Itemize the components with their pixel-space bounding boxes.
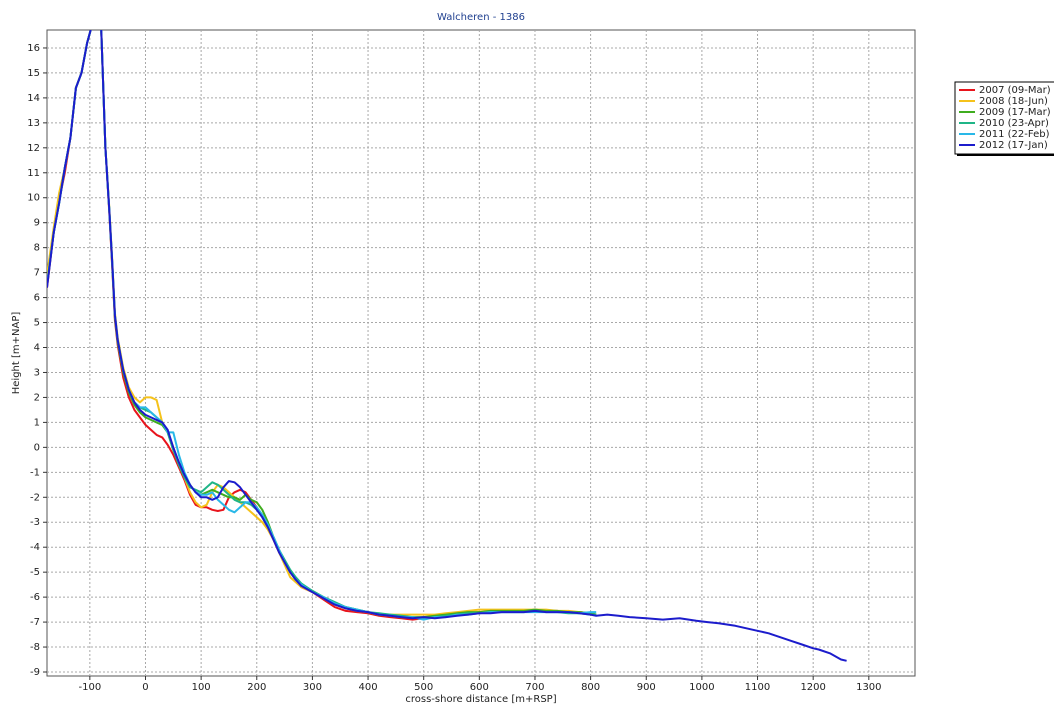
x-tick-label: 800 xyxy=(581,682,600,693)
y-tick-label: -8 xyxy=(30,642,40,653)
y-tick-label: -2 xyxy=(30,492,40,503)
y-tick-label: 14 xyxy=(27,93,40,104)
x-tick-label: 1000 xyxy=(689,682,714,693)
x-axis-label: cross-shore distance [m+RSP] xyxy=(405,694,556,705)
x-tick-label: 200 xyxy=(247,682,266,693)
legend-label: 2007 (09-Mar) xyxy=(979,85,1051,96)
y-tick-label: 4 xyxy=(34,343,40,354)
x-tick-label: 1300 xyxy=(856,682,881,693)
y-tick-label: 1 xyxy=(34,417,40,428)
y-tick-label: -3 xyxy=(30,517,40,528)
y-tick-label: 5 xyxy=(34,318,40,329)
x-tick-label: 900 xyxy=(637,682,656,693)
y-tick-label: -6 xyxy=(30,592,40,603)
series-line xyxy=(47,30,847,662)
y-tick-label: 13 xyxy=(27,118,40,129)
y-tick-label: -9 xyxy=(30,667,40,678)
y-tick-label: -4 xyxy=(30,542,40,553)
x-tick-label: 1200 xyxy=(800,682,825,693)
y-tick-label: 8 xyxy=(34,243,40,254)
chart-title: Walcheren - 1386 xyxy=(437,12,525,23)
x-tick-label: 1100 xyxy=(745,682,770,693)
legend-label: 2010 (23-Apr) xyxy=(979,118,1049,129)
y-tick-label: 9 xyxy=(34,218,40,229)
y-tick-label: 15 xyxy=(27,68,40,79)
grid: -100 0 100 200 300 400 500 600 700 800 900 1000 1100… xyxy=(27,30,915,693)
x-tick-label: 400 xyxy=(359,682,378,693)
legend-label: 2011 (22-Feb) xyxy=(979,129,1050,140)
legend: 2007 (09-Mar)2008 (18-Jun)2009 (17-Mar)2… xyxy=(954,81,1054,156)
y-tick-label: 12 xyxy=(27,143,40,154)
x-tick-label: 100 xyxy=(192,682,211,693)
x-tick-label: 500 xyxy=(414,682,433,693)
plot-area xyxy=(46,29,916,677)
y-tick-label: 10 xyxy=(27,193,40,204)
legend-label: 2008 (18-Jun) xyxy=(979,96,1048,107)
y-tick-label: 0 xyxy=(34,442,40,453)
x-tick-label: 0 xyxy=(142,682,148,693)
y-tick-label: -1 xyxy=(30,467,40,478)
y-tick-label: 11 xyxy=(27,168,40,179)
y-axis-label: Height [m+NAP] xyxy=(11,312,22,395)
y-tick-label: 16 xyxy=(27,43,40,54)
y-tick-label: 7 xyxy=(34,268,40,279)
y-tick-label: 3 xyxy=(34,367,40,378)
series-lines xyxy=(47,30,847,662)
legend-label: 2009 (17-Mar) xyxy=(979,107,1051,118)
x-tick-label: 300 xyxy=(303,682,322,693)
x-tick-label: 600 xyxy=(470,682,489,693)
legend-label: 2012 (17-Jan) xyxy=(979,140,1048,151)
y-tick-label: 2 xyxy=(34,392,40,403)
y-tick-label: -5 xyxy=(30,567,40,578)
y-tick-label: 6 xyxy=(34,293,40,304)
x-tick-label: 700 xyxy=(525,682,544,693)
x-tick-label: -100 xyxy=(78,682,101,693)
legend-box xyxy=(954,81,1054,155)
y-tick-label: -7 xyxy=(30,617,40,628)
